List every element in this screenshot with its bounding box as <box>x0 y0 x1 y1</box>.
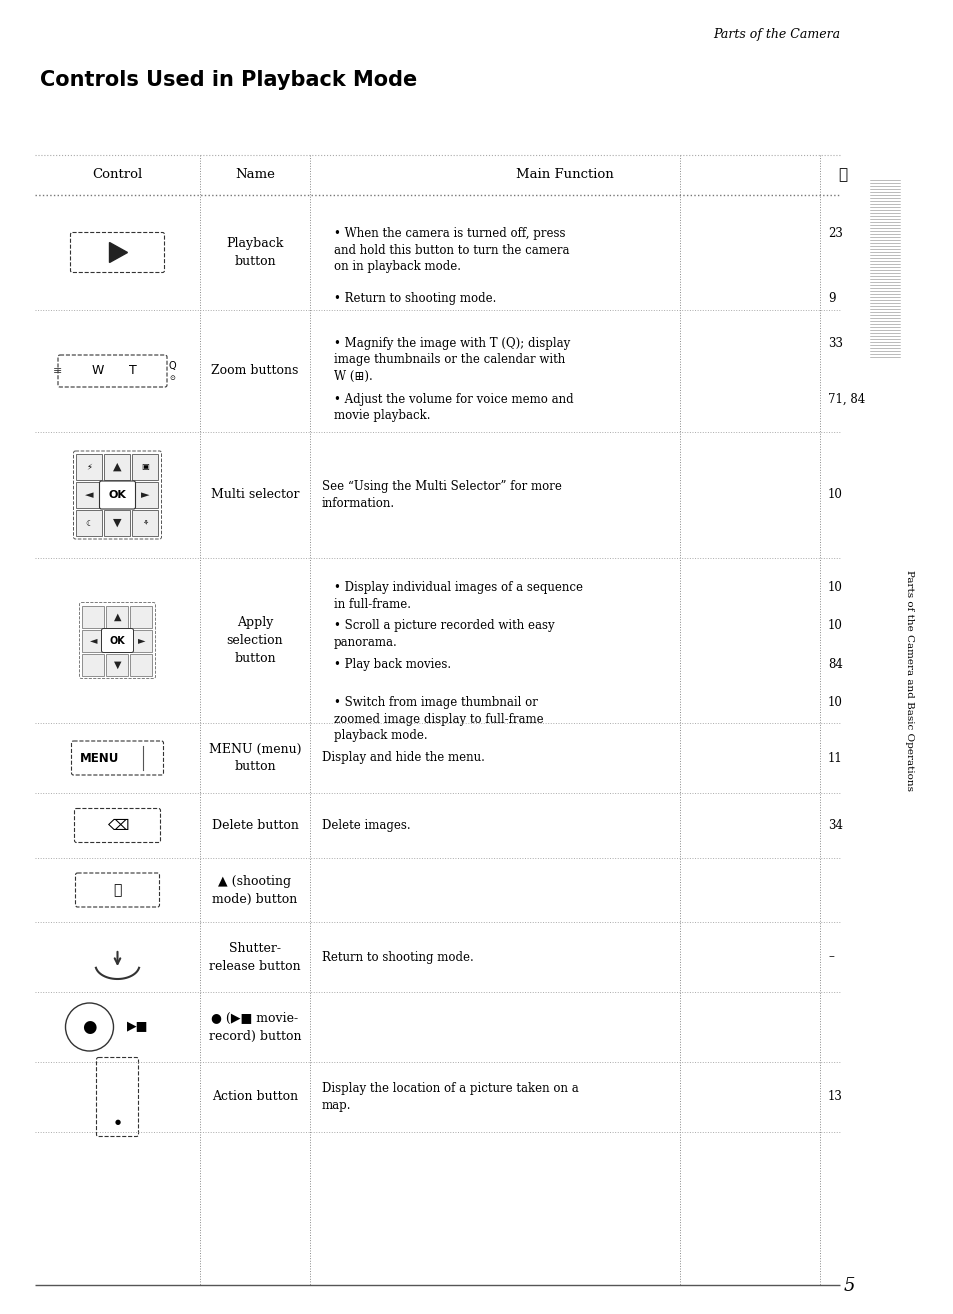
Bar <box>131 606 152 628</box>
Text: ●: ● <box>114 1120 120 1125</box>
Bar <box>107 653 129 675</box>
Text: Delete images.: Delete images. <box>322 819 410 832</box>
Text: ≡: ≡ <box>52 367 62 376</box>
Text: • Display individual images of a sequence
in full-frame.: • Display individual images of a sequenc… <box>334 581 582 611</box>
FancyBboxPatch shape <box>71 233 164 272</box>
Text: Action button: Action button <box>212 1091 297 1104</box>
Text: Name: Name <box>234 168 274 181</box>
FancyBboxPatch shape <box>96 1058 138 1137</box>
Bar <box>105 455 131 480</box>
Text: ►: ► <box>137 636 145 645</box>
Bar <box>82 629 105 652</box>
Bar <box>76 455 102 480</box>
Text: ⚡: ⚡ <box>87 463 92 472</box>
Text: Control: Control <box>92 168 143 181</box>
Text: ⚘: ⚘ <box>142 520 149 526</box>
Text: Multi selector: Multi selector <box>211 489 299 502</box>
Text: 33: 33 <box>827 336 842 350</box>
Bar <box>131 629 152 652</box>
Text: ▣: ▣ <box>141 463 150 472</box>
Text: 10: 10 <box>827 489 842 502</box>
Text: ▼: ▼ <box>113 660 121 670</box>
Text: Shutter-
release button: Shutter- release button <box>209 942 300 972</box>
Text: OK: OK <box>109 490 127 501</box>
Text: • Return to shooting mode.: • Return to shooting mode. <box>334 292 496 305</box>
Text: • Magnify the image with T (Q); display
image thumbnails or the calendar with
W : • Magnify the image with T (Q); display … <box>334 336 570 382</box>
Text: OK: OK <box>110 636 125 645</box>
Text: Return to shooting mode.: Return to shooting mode. <box>322 950 474 963</box>
Text: 5: 5 <box>842 1277 854 1296</box>
FancyBboxPatch shape <box>74 808 160 842</box>
Text: ◄: ◄ <box>90 636 97 645</box>
Text: 13: 13 <box>827 1091 842 1104</box>
FancyBboxPatch shape <box>101 628 133 653</box>
FancyBboxPatch shape <box>99 481 135 509</box>
Text: ◄: ◄ <box>85 490 93 501</box>
Text: 23: 23 <box>827 227 842 240</box>
Text: MENU (menu)
button: MENU (menu) button <box>209 742 301 774</box>
Text: • Switch from image thumbnail or
zoomed image display to full-frame
playback mod: • Switch from image thumbnail or zoomed … <box>334 696 543 742</box>
Text: ▲ (shooting
mode) button: ▲ (shooting mode) button <box>213 875 297 905</box>
Bar <box>76 510 102 536</box>
Text: Display and hide the menu.: Display and hide the menu. <box>322 752 484 765</box>
Text: Q: Q <box>169 361 176 371</box>
Text: Parts of the Camera: Parts of the Camera <box>712 28 840 41</box>
Text: ● (▶■ movie-
record) button: ● (▶■ movie- record) button <box>209 1012 301 1042</box>
Bar <box>76 482 102 509</box>
Text: ⌫: ⌫ <box>107 819 128 833</box>
Text: Playback
button: Playback button <box>226 237 283 268</box>
Text: ☾: ☾ <box>86 519 93 527</box>
Text: ▲: ▲ <box>113 463 122 472</box>
Text: • Play back movies.: • Play back movies. <box>334 658 451 670</box>
Text: Controls Used in Playback Mode: Controls Used in Playback Mode <box>40 70 416 89</box>
Bar <box>107 606 129 628</box>
Text: ▼: ▼ <box>113 518 122 528</box>
Text: • Scroll a picture recorded with easy
panorama.: • Scroll a picture recorded with easy pa… <box>334 619 554 649</box>
Text: Display the location of a picture taken on a
map.: Display the location of a picture taken … <box>322 1081 578 1112</box>
Text: Delete button: Delete button <box>212 819 298 832</box>
Bar <box>82 653 105 675</box>
Text: See “Using the Multi Selector” for more
information.: See “Using the Multi Selector” for more … <box>322 480 561 510</box>
Text: 11: 11 <box>827 752 841 765</box>
Text: 9: 9 <box>827 292 835 305</box>
Text: 10: 10 <box>827 581 842 594</box>
FancyBboxPatch shape <box>58 355 167 388</box>
Text: 71, 84: 71, 84 <box>827 393 864 406</box>
Bar <box>132 510 158 536</box>
Text: 10: 10 <box>827 619 842 632</box>
Text: Zoom buttons: Zoom buttons <box>212 364 298 377</box>
Bar <box>105 482 131 509</box>
Text: • Adjust the volume for voice memo and
movie playback.: • Adjust the volume for voice memo and m… <box>334 393 573 423</box>
Text: –: – <box>827 950 833 963</box>
Text: ▲: ▲ <box>113 611 121 622</box>
Text: • When the camera is turned off, press
and hold this button to turn the camera
o: • When the camera is turned off, press a… <box>334 227 569 273</box>
Polygon shape <box>110 243 128 263</box>
Text: ⊙: ⊙ <box>170 374 175 381</box>
Text: 34: 34 <box>827 819 842 832</box>
Text: W: W <box>91 364 104 377</box>
Text: ►: ► <box>141 490 150 501</box>
Bar <box>82 606 105 628</box>
Text: 84: 84 <box>827 658 842 670</box>
FancyBboxPatch shape <box>75 872 159 907</box>
Bar <box>132 455 158 480</box>
Bar <box>105 510 131 536</box>
Bar <box>132 482 158 509</box>
Text: T: T <box>129 364 136 377</box>
Text: 📖: 📖 <box>837 167 846 183</box>
Text: Parts of the Camera and Basic Operations: Parts of the Camera and Basic Operations <box>904 569 914 791</box>
Bar <box>107 629 129 652</box>
Text: 10: 10 <box>827 696 842 710</box>
Bar <box>131 653 152 675</box>
Text: Apply
selection
button: Apply selection button <box>227 616 283 665</box>
FancyBboxPatch shape <box>71 741 163 775</box>
Text: ▶■: ▶■ <box>127 1021 148 1034</box>
Text: Main Function: Main Function <box>516 168 613 181</box>
Text: MENU: MENU <box>80 752 119 765</box>
Text: ●: ● <box>82 1018 96 1035</box>
Text: 📷: 📷 <box>113 883 122 897</box>
